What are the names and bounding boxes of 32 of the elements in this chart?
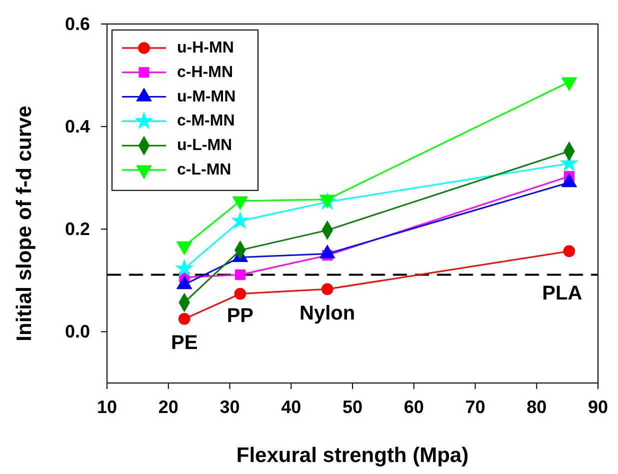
legend-label: c-M-MN [177,112,235,130]
point [174,258,194,277]
x-tick-label: 40 [281,397,302,417]
x-tick-label: 20 [158,397,178,417]
point [178,312,190,325]
y-tick-label: 0.4 [64,116,90,137]
annotation: PLA [542,282,582,304]
point [321,283,334,296]
y-tick-label: 0.2 [64,219,90,240]
legend-label: u-H-MN [177,40,234,56]
legend-label: u-L-MN [177,137,232,154]
legend-label: c-H-MN [177,64,233,81]
annotation: Nylon [300,302,356,324]
x-tick-label: 80 [526,397,547,417]
x-tick-label: 60 [404,397,424,417]
point [234,270,246,280]
x-tick-label: 50 [342,397,363,417]
x-tick-label: 90 [588,397,608,417]
y-axis-title: Initial slope of f-d curve [13,106,36,342]
x-tick-label: 30 [220,397,240,417]
point [234,288,246,300]
x-tick-label: 10 [96,397,118,417]
legend-label: c-L-MN [177,162,232,178]
y-tick-label: 0.0 [64,322,90,342]
point [230,211,250,229]
annotation: PE [170,332,198,354]
x-tick-label: 70 [465,397,486,417]
y-tick-label: 0.6 [64,14,90,34]
annotation: PP [226,305,254,328]
point [563,245,576,258]
legend-label: u-M-MN [177,88,236,106]
x-axis-title: Flexural strength (Mpa) [236,444,469,467]
